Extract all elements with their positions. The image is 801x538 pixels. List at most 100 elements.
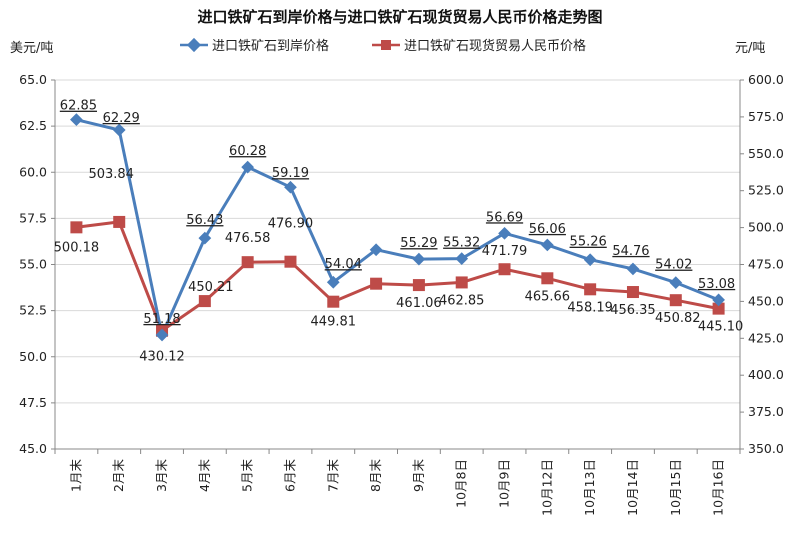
data-label-rmb-price: 458.19: [567, 300, 613, 315]
category-axis-labels: 1月末 2月末 3月末 4月末 5月末 6月末 7月末 8月末 9月末 10月8日 10月9日 10月…: [68, 459, 725, 516]
category-label: 10月16日: [711, 459, 726, 516]
data-label-cif-price: 53.08: [698, 277, 735, 292]
category-label: 6月末: [282, 459, 297, 492]
marker-cif-price: [455, 252, 469, 265]
category-label: 3月末: [154, 459, 169, 492]
category-label: 9月末: [411, 459, 426, 492]
series-line-cif-price: [76, 118, 720, 337]
left-tick-label: 47.5: [19, 395, 47, 410]
data-label-rmb-price: 500.18: [54, 240, 100, 255]
right-tick-label: 350.0: [748, 441, 784, 456]
chart-title: 进口铁矿石到岸价格与进口铁矿石现货贸易人民币价格走势图: [197, 8, 602, 26]
marker-rmb-price: [712, 302, 725, 315]
data-label-rmb-price: 503.84: [88, 167, 134, 182]
marker-cif-price: [326, 275, 340, 289]
left-tick-label: 57.5: [19, 210, 47, 225]
left-tick-label: 45.0: [19, 441, 47, 456]
data-label-cif-price: 51.18: [143, 312, 180, 327]
legend-item-rmb-price: 进口铁矿石现货贸易人民币价格: [372, 38, 586, 54]
marker-rmb-price: [198, 295, 211, 308]
legend: 进口铁矿石到岸价格 进口铁矿石现货贸易人民币价格: [180, 37, 586, 54]
data-label-rmb-price: 476.90: [268, 217, 314, 232]
data-label-cif-price: 55.32: [443, 236, 480, 251]
marker-cif-price: [284, 180, 297, 194]
right-axis-ticks: 350.0 375.0 400.0 425.0 450.0 475.0 500.0 525.0…: [740, 72, 784, 456]
data-label-cif-price: 54.04: [325, 257, 362, 272]
category-label: 10月9日: [497, 459, 512, 508]
right-tick-label: 600.0: [748, 72, 784, 87]
category-label: 7月末: [325, 459, 340, 492]
marker-rmb-price: [113, 215, 126, 228]
legend-label-cif-price: 进口铁矿石到岸价格: [212, 38, 329, 54]
data-label-rmb-price: 461.06: [396, 296, 442, 311]
left-tick-label: 60.0: [19, 164, 47, 179]
marker-rmb-price: [669, 294, 682, 307]
marker-cif-price: [70, 113, 83, 127]
marker-rmb-price: [541, 272, 554, 285]
right-axis-unit: 元/吨: [735, 41, 765, 56]
category-label: 4月末: [197, 459, 212, 492]
data-label-cif-price: 60.28: [229, 144, 266, 159]
data-label-cif-price: 54.02: [655, 258, 692, 273]
marker-cif-price: [669, 276, 683, 289]
data-label-cif-price: 56.06: [529, 222, 566, 237]
right-tick-label: 375.0: [748, 404, 784, 419]
data-label-cif-price: 55.26: [570, 235, 607, 250]
right-tick-label: 425.0: [748, 330, 784, 345]
marker-rmb-price: [412, 279, 425, 292]
category-label: 10月15日: [668, 459, 683, 516]
data-label-cif-price: 59.19: [272, 166, 309, 181]
category-label: 10月13日: [582, 459, 597, 516]
data-label-rmb-price: 471.79: [482, 244, 528, 259]
data-labels: 62.85 62.29 51.18 56.43 60.28 59.19 54.04 55.29…: [54, 99, 744, 365]
marker-rmb-price: [370, 277, 383, 290]
category-label: 5月末: [240, 459, 255, 492]
data-label-rmb-price: 476.58: [225, 231, 271, 246]
data-label-cif-price: 55.29: [400, 236, 437, 251]
marker-cif-price: [241, 160, 255, 174]
right-tick-label: 450.0: [748, 293, 784, 308]
data-label-rmb-price: 450.82: [655, 311, 701, 326]
marker-rmb-price: [498, 263, 511, 276]
category-label: 10月12日: [539, 459, 554, 516]
category-label: 10月8日: [454, 459, 469, 508]
left-tick-label: 50.0: [19, 349, 47, 364]
data-label-rmb-price: 462.85: [439, 293, 485, 308]
series-line-rmb-price: [76, 220, 719, 333]
right-tick-label: 500.0: [748, 220, 784, 235]
category-label: 2月末: [111, 459, 126, 492]
marker-cif-price: [198, 231, 212, 245]
marker-rmb-price: [241, 256, 254, 269]
data-label-cif-price: 62.29: [103, 111, 140, 126]
left-tick-label: 62.5: [19, 118, 47, 133]
left-tick-label: 52.5: [19, 303, 47, 318]
marker-rmb-price: [626, 286, 639, 299]
left-axis-unit: 美元/吨: [10, 41, 53, 56]
left-tick-label: 55.0: [19, 257, 47, 272]
data-label-rmb-price: 465.66: [525, 289, 571, 304]
marker-rmb-price: [327, 295, 340, 308]
data-label-rmb-price: 430.12: [139, 350, 185, 365]
marker-cif-price: [155, 328, 169, 342]
marker-cif-price: [412, 252, 426, 266]
data-label-cif-price: 56.43: [186, 213, 223, 228]
legend-label-rmb-price: 进口铁矿石现货贸易人民币价格: [404, 38, 586, 54]
marker-cif-price: [540, 238, 554, 252]
right-tick-label: 525.0: [748, 183, 784, 198]
gridlines: [55, 79, 740, 450]
data-label-cif-price: 56.69: [486, 210, 523, 225]
series-lines: [76, 118, 720, 337]
marker-cif-price: [498, 226, 511, 240]
data-label-cif-price: 62.85: [60, 99, 97, 114]
category-label: 1月末: [68, 459, 83, 492]
right-tick-label: 550.0: [748, 146, 784, 161]
left-axis-ticks: 45.0 47.5 50.0 52.5 55.0 57.5 60.0 62.5 65.0: [19, 72, 55, 456]
right-tick-label: 575.0: [748, 109, 784, 124]
category-label: 8月末: [368, 459, 383, 492]
data-label-rmb-price: 456.35: [610, 303, 656, 318]
marker-rmb-price: [70, 221, 83, 234]
marker-rmb-price: [284, 255, 297, 268]
data-label-rmb-price: 449.81: [311, 315, 357, 330]
category-label: 10月14日: [625, 459, 640, 516]
